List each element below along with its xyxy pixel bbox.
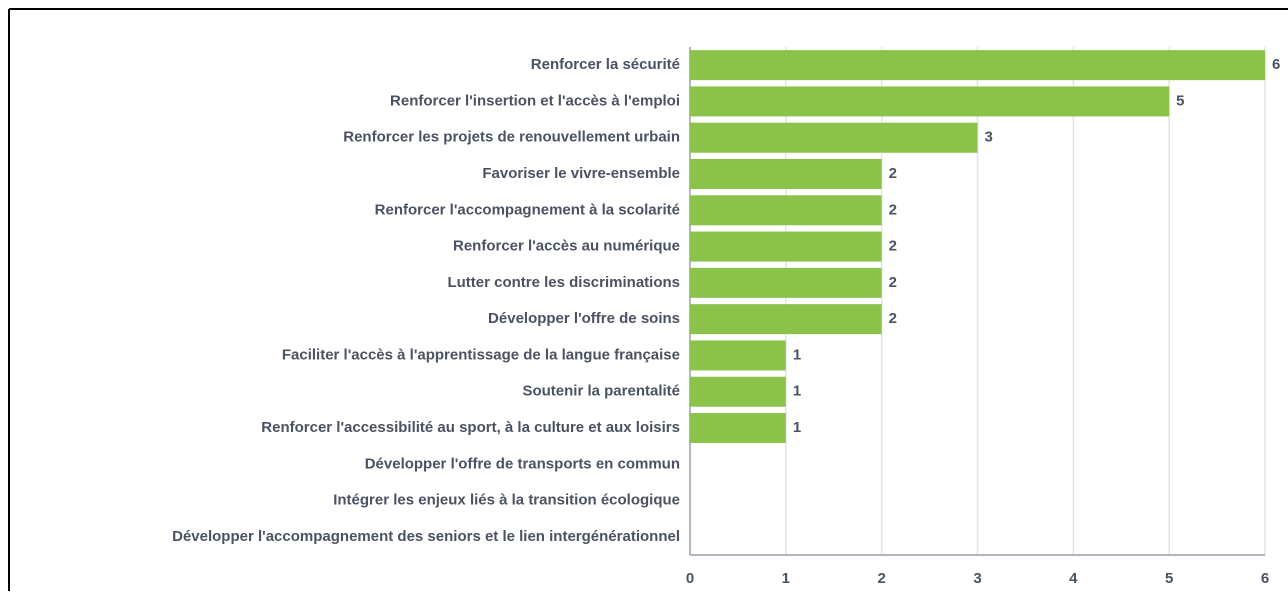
y-tick-label: Renforcer la sécurité xyxy=(531,56,680,73)
value-label: 1 xyxy=(793,346,801,363)
x-tick-label: 0 xyxy=(686,570,694,587)
value-label: 5 xyxy=(1176,92,1184,109)
value-label: 1 xyxy=(793,383,801,400)
y-tick-label: Développer l'offre de transports en comm… xyxy=(365,455,680,472)
bar xyxy=(690,86,1170,117)
y-tick-label: Développer l'accompagnement des seniors … xyxy=(172,528,680,545)
y-tick-label: Faciliter l'accès à l'apprentissage de l… xyxy=(282,346,680,363)
value-label: 2 xyxy=(889,274,897,291)
bar xyxy=(690,376,786,407)
bar xyxy=(690,195,882,226)
x-tick-label: 4 xyxy=(1069,570,1078,587)
y-tick-label: Développer l'offre de soins xyxy=(488,310,680,327)
y-tick-label: Lutter contre les discriminations xyxy=(447,274,680,291)
y-tick-label: Renforcer les projets de renouvellement … xyxy=(343,129,680,146)
bar xyxy=(690,413,786,443)
bar xyxy=(690,304,882,335)
value-label: 2 xyxy=(889,238,897,255)
y-tick-label: Soutenir la parentalité xyxy=(522,383,680,400)
x-tick-label: 2 xyxy=(877,570,885,587)
y-tick-label: Renforcer l'accessibilité au sport, à la… xyxy=(261,419,680,436)
value-label: 2 xyxy=(889,165,897,182)
bar xyxy=(690,122,978,153)
y-tick-label: Favoriser le vivre-ensemble xyxy=(482,165,680,182)
value-label: 1 xyxy=(793,419,801,436)
bar xyxy=(690,159,882,189)
y-tick-label: Intégrer les enjeux liés à la transition… xyxy=(333,492,680,509)
value-label: 2 xyxy=(889,310,897,327)
value-label: 6 xyxy=(1272,56,1280,73)
value-label: 2 xyxy=(889,201,897,218)
x-tick-label: 6 xyxy=(1261,570,1269,587)
x-tick-label: 3 xyxy=(973,570,981,587)
value-label: 3 xyxy=(985,129,993,146)
bar xyxy=(690,267,882,298)
bar xyxy=(690,340,786,371)
x-tick-label: 5 xyxy=(1165,570,1173,587)
y-tick-label: Renforcer l'insertion et l'accès à l'emp… xyxy=(390,92,680,109)
y-tick-label: Renforcer l'accompagnement à la scolarit… xyxy=(375,201,680,218)
y-tick-label: Renforcer l'accès au numérique xyxy=(453,238,680,255)
bar xyxy=(690,231,882,262)
x-tick-label: 1 xyxy=(782,570,790,587)
bar xyxy=(690,50,1265,81)
